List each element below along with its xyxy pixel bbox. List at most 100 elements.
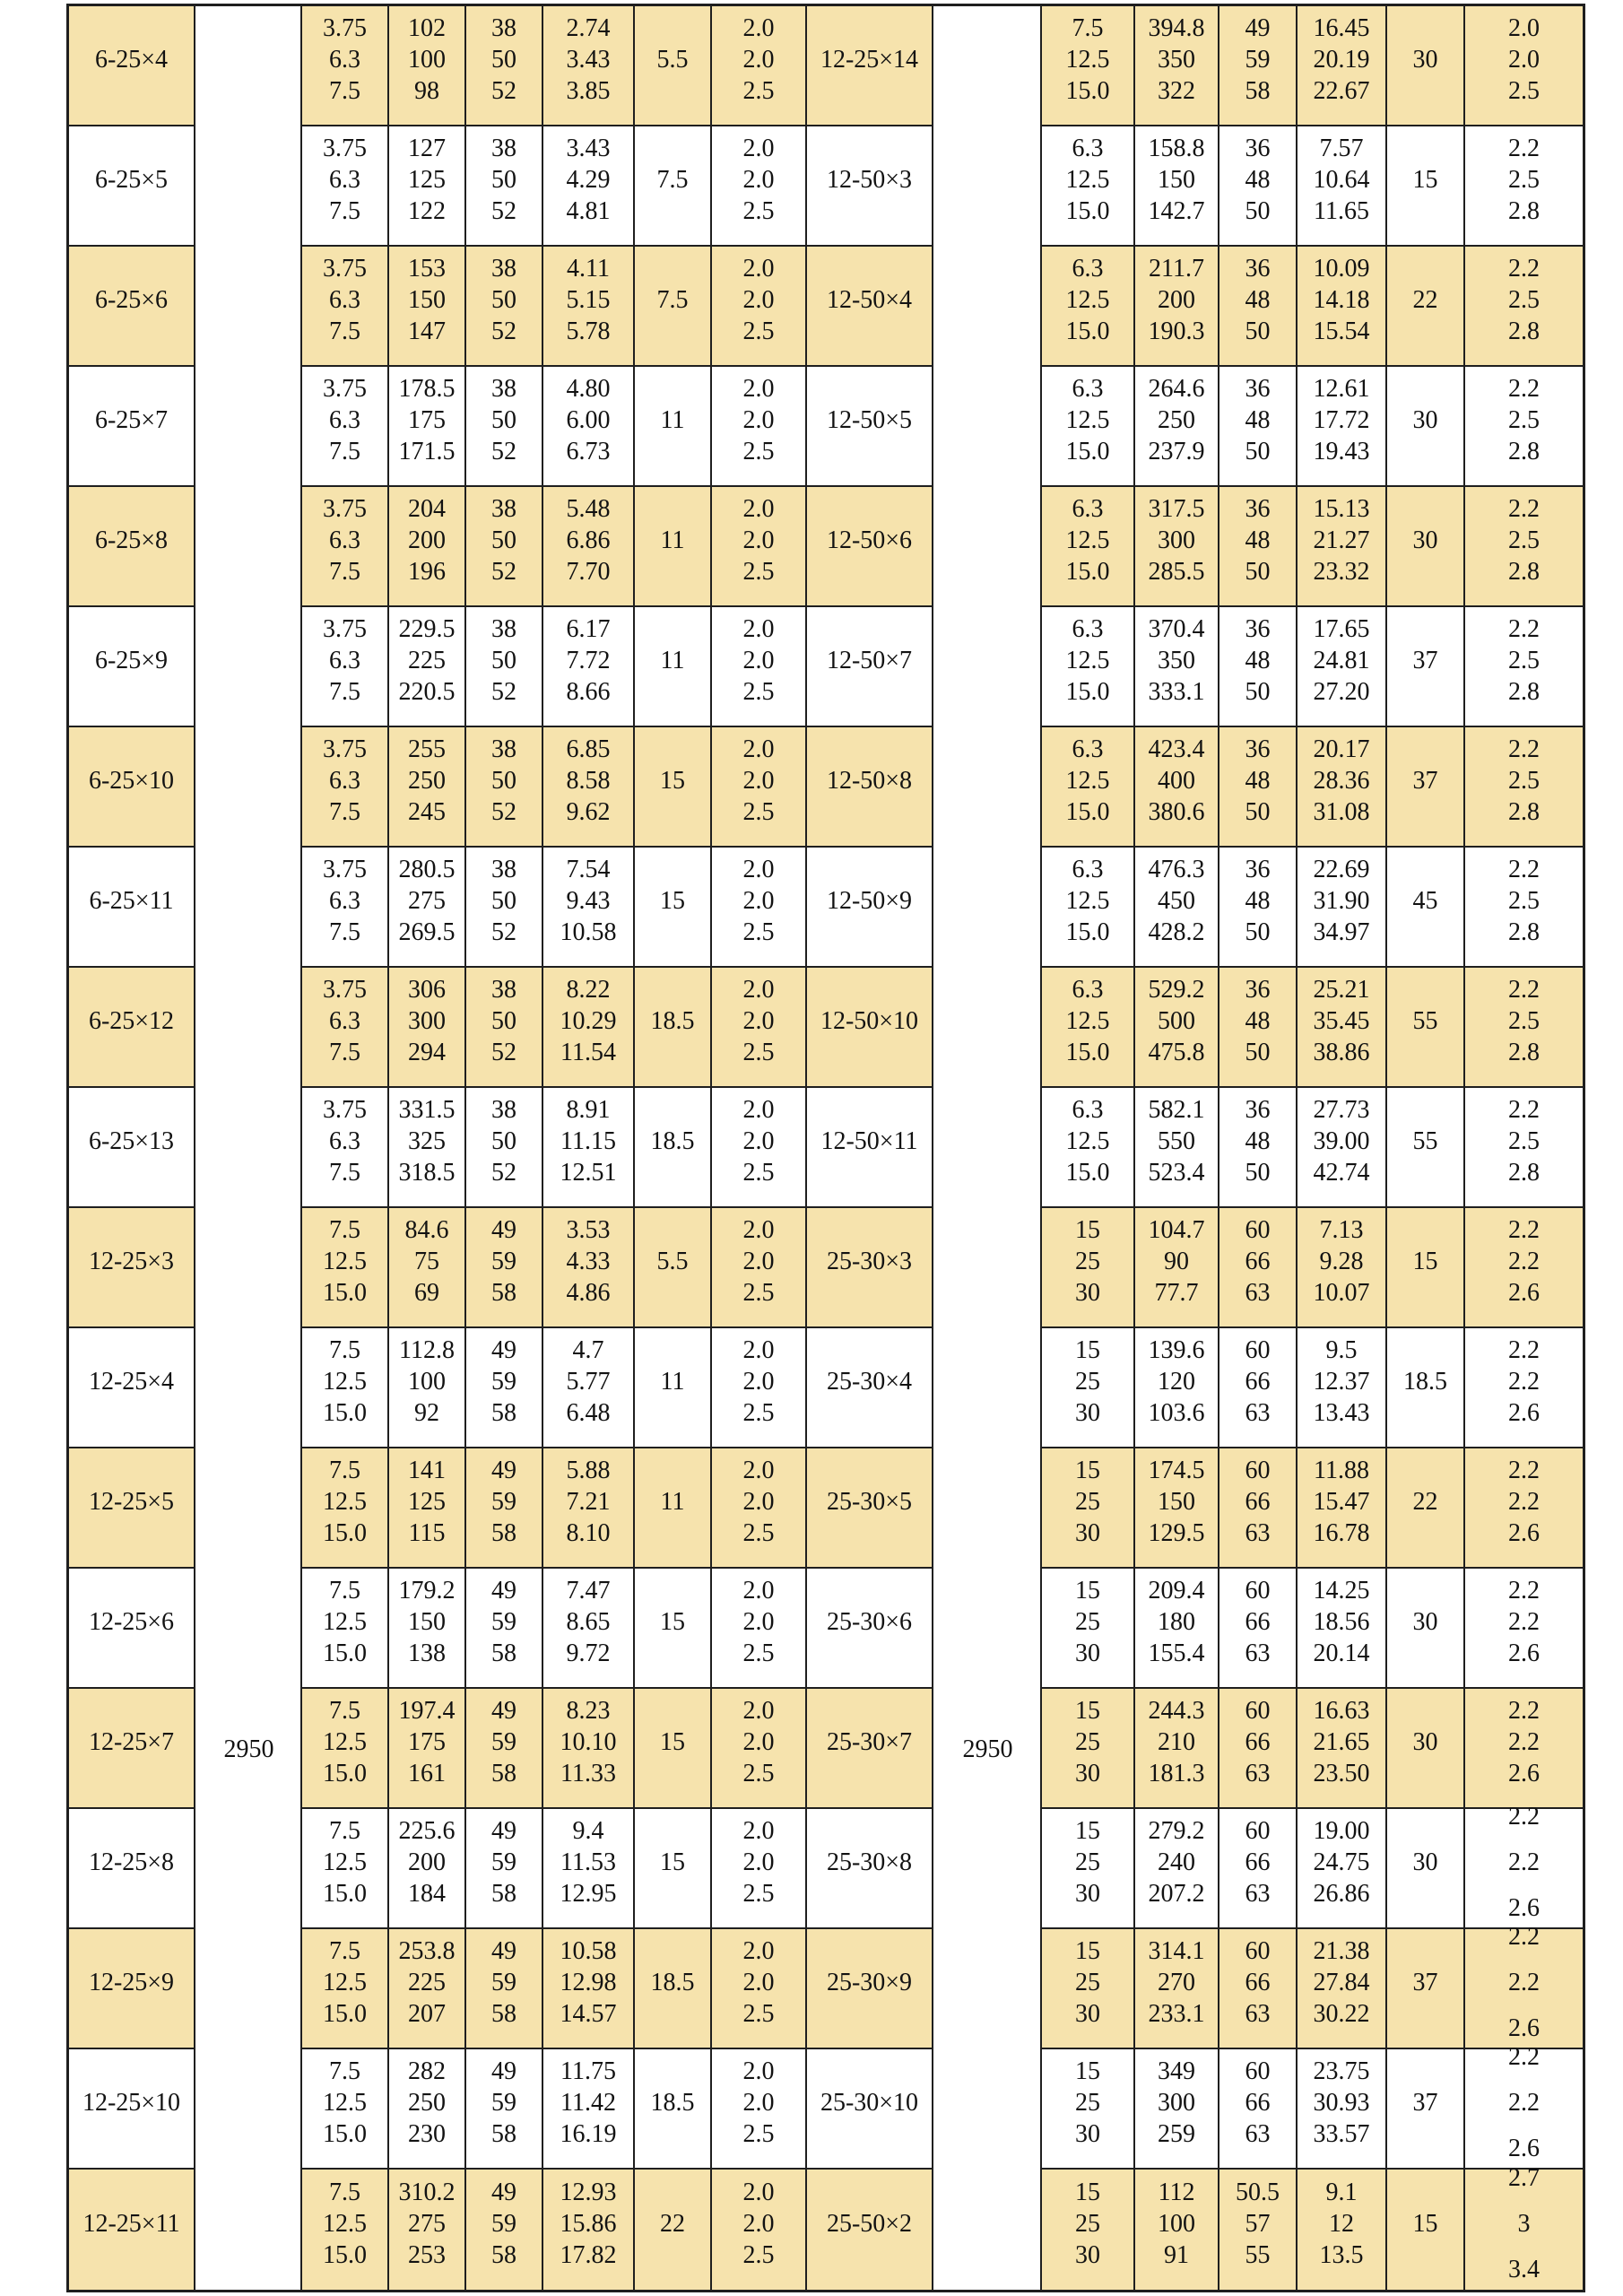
right-head-value: 529.2 500 475.8 bbox=[1148, 975, 1205, 1066]
right-power-value: 17.65 24.81 27.20 bbox=[1313, 614, 1370, 706]
right-motor-cell: 37 bbox=[1387, 607, 1465, 727]
right-model-cell: 12-50×5 bbox=[807, 367, 933, 487]
right-npsh-value: 2.2 2.2 2.6 bbox=[1508, 1215, 1540, 1307]
right-power-cell: 9.5 12.37 13.43 bbox=[1298, 1328, 1387, 1448]
left-power-cell: 9.4 11.53 12.95 bbox=[543, 1809, 635, 1929]
right-head-cell: 370.4 350 333.1 bbox=[1135, 607, 1219, 727]
right-head-cell: 394.8 350 322 bbox=[1135, 6, 1219, 126]
right-flow-cell: 6.3 12.5 15.0 bbox=[1042, 968, 1135, 1088]
right-model-cell: 12-50×11 bbox=[807, 1088, 933, 1208]
left-motor-cell: 11 bbox=[635, 607, 712, 727]
left-head-value: 306 300 294 bbox=[408, 975, 446, 1066]
right-npsh-value: 2.2 2.2 2.6 bbox=[1508, 1802, 1540, 1922]
left-motor-cell: 15 bbox=[635, 1809, 712, 1929]
right-motor-cell: 30 bbox=[1387, 6, 1465, 126]
right-motor-value: 18.5 bbox=[1403, 1367, 1447, 1396]
right-flow-cell: 6.3 12.5 15.0 bbox=[1042, 848, 1135, 968]
right-head-cell: 139.6 120 103.6 bbox=[1135, 1328, 1219, 1448]
left-model-cell: 6-25×10 bbox=[69, 727, 195, 848]
right-head-cell: 279.2 240 207.2 bbox=[1135, 1809, 1219, 1929]
left-flow-value: 3.75 6.3 7.5 bbox=[323, 13, 367, 105]
right-eff-cell: 36 48 50 bbox=[1219, 607, 1298, 727]
right-head-value: 264.6 250 237.9 bbox=[1148, 374, 1205, 465]
right-npsh-cell: 2.2 2.2 2.6 bbox=[1465, 1689, 1583, 1809]
right-eff-cell: 60 66 63 bbox=[1219, 1929, 1298, 2049]
right-eff-cell: 60 66 63 bbox=[1219, 1208, 1298, 1328]
left-eff-cell: 49 59 58 bbox=[466, 1569, 543, 1689]
left-model-cell: 12-25×8 bbox=[69, 1809, 195, 1929]
right-model-value: 25-30×4 bbox=[826, 1367, 913, 1396]
right-head-value: 349 300 259 bbox=[1158, 2057, 1195, 2148]
left-head-value: 179.2 150 138 bbox=[398, 1576, 456, 1667]
right-npsh-value: 2.2 2.5 2.8 bbox=[1508, 735, 1540, 826]
left-flow-cell: 3.75 6.3 7.5 bbox=[302, 607, 389, 727]
left-model-value: 6-25×9 bbox=[94, 646, 169, 674]
right-head-cell: 174.5 150 129.5 bbox=[1135, 1448, 1219, 1569]
right-power-value: 16.45 20.19 22.67 bbox=[1313, 13, 1370, 105]
left-eff-cell: 49 59 58 bbox=[466, 2049, 543, 2170]
right-power-cell: 19.00 24.75 26.86 bbox=[1298, 1809, 1387, 1929]
right-motor-cell: 45 bbox=[1387, 848, 1465, 968]
left-eff-cell: 38 50 52 bbox=[466, 126, 543, 247]
left-power-value: 4.7 5.77 6.48 bbox=[566, 1335, 611, 1427]
right-model-value: 25-30×3 bbox=[826, 1247, 913, 1275]
left-power-cell: 5.88 7.21 8.10 bbox=[543, 1448, 635, 1569]
right-model-cell: 12-50×6 bbox=[807, 487, 933, 607]
right-npsh-value: 2.0 2.0 2.5 bbox=[1508, 13, 1540, 105]
right-flow-cell: 15 25 30 bbox=[1042, 1929, 1135, 2049]
left-flow-value: 3.75 6.3 7.5 bbox=[323, 735, 367, 826]
right-model-value: 25-30×6 bbox=[826, 1607, 913, 1636]
left-npsh-cell: 2.0 2.0 2.5 bbox=[712, 2049, 807, 2170]
right-power-value: 10.09 14.18 15.54 bbox=[1313, 254, 1370, 345]
left-motor-cell: 7.5 bbox=[635, 247, 712, 367]
left-motor-value: 18.5 bbox=[650, 2088, 695, 2117]
right-flow-cell: 15 25 30 bbox=[1042, 2170, 1135, 2290]
right-head-value: 370.4 350 333.1 bbox=[1148, 614, 1205, 706]
left-model-cell: 12-25×5 bbox=[69, 1448, 195, 1569]
left-eff-value: 38 50 52 bbox=[491, 975, 516, 1066]
left-head-value: 331.5 325 318.5 bbox=[398, 1095, 456, 1187]
right-head-value: 279.2 240 207.2 bbox=[1148, 1816, 1205, 1908]
right-motor-cell: 30 bbox=[1387, 1809, 1465, 1929]
right-power-value: 16.63 21.65 23.50 bbox=[1313, 1696, 1370, 1787]
right-head-value: 139.6 120 103.6 bbox=[1148, 1335, 1205, 1427]
left-power-value: 4.11 5.15 5.78 bbox=[566, 254, 611, 345]
left-model-cell: 6-25×5 bbox=[69, 126, 195, 247]
left-power-value: 5.88 7.21 8.10 bbox=[566, 1456, 611, 1547]
right-flow-value: 6.3 12.5 15.0 bbox=[1065, 735, 1110, 826]
right-npsh-cell: 2.2 2.5 2.8 bbox=[1465, 367, 1583, 487]
left-npsh-value: 2.0 2.0 2.5 bbox=[742, 1696, 775, 1787]
right-flow-value: 15 25 30 bbox=[1075, 1696, 1100, 1787]
right-flow-cell: 15 25 30 bbox=[1042, 1208, 1135, 1328]
left-head-value: 141 125 115 bbox=[408, 1456, 446, 1547]
right-model-cell: 25-30×9 bbox=[807, 1929, 933, 2049]
left-npsh-value: 2.0 2.0 2.5 bbox=[742, 134, 775, 225]
left-flow-cell: 7.5 12.5 15.0 bbox=[302, 1929, 389, 2049]
left-power-cell: 6.17 7.72 8.66 bbox=[543, 607, 635, 727]
right-model-cell: 12-50×8 bbox=[807, 727, 933, 848]
left-flow-cell: 3.75 6.3 7.5 bbox=[302, 968, 389, 1088]
right-power-value: 20.17 28.36 31.08 bbox=[1313, 735, 1370, 826]
right-model-value: 25-30×10 bbox=[820, 2088, 919, 2117]
left-power-cell: 7.54 9.43 10.58 bbox=[543, 848, 635, 968]
left-flow-value: 3.75 6.3 7.5 bbox=[323, 494, 367, 586]
right-model-value: 12-50×5 bbox=[826, 405, 913, 434]
left-eff-cell: 38 50 52 bbox=[466, 607, 543, 727]
left-eff-value: 49 59 58 bbox=[491, 2057, 516, 2148]
left-flow-value: 7.5 12.5 15.0 bbox=[323, 1576, 367, 1667]
right-motor-value: 37 bbox=[1412, 646, 1438, 674]
left-eff-value: 38 50 52 bbox=[491, 494, 516, 586]
right-motor-cell: 18.5 bbox=[1387, 1328, 1465, 1448]
left-head-value: 229.5 225 220.5 bbox=[398, 614, 456, 706]
left-flow-cell: 7.5 12.5 15.0 bbox=[302, 2170, 389, 2290]
left-motor-cell: 15 bbox=[635, 1689, 712, 1809]
left-flow-cell: 3.75 6.3 7.5 bbox=[302, 126, 389, 247]
right-eff-value: 36 48 50 bbox=[1245, 254, 1271, 345]
right-model-value: 12-50×4 bbox=[826, 285, 913, 314]
right-eff-value: 36 48 50 bbox=[1245, 855, 1271, 946]
left-motor-value: 7.5 bbox=[656, 285, 689, 314]
left-npsh-cell: 2.0 2.0 2.5 bbox=[712, 1208, 807, 1328]
right-power-cell: 21.38 27.84 30.22 bbox=[1298, 1929, 1387, 2049]
right-head-cell: 264.6 250 237.9 bbox=[1135, 367, 1219, 487]
right-model-value: 25-50×2 bbox=[826, 2209, 913, 2238]
